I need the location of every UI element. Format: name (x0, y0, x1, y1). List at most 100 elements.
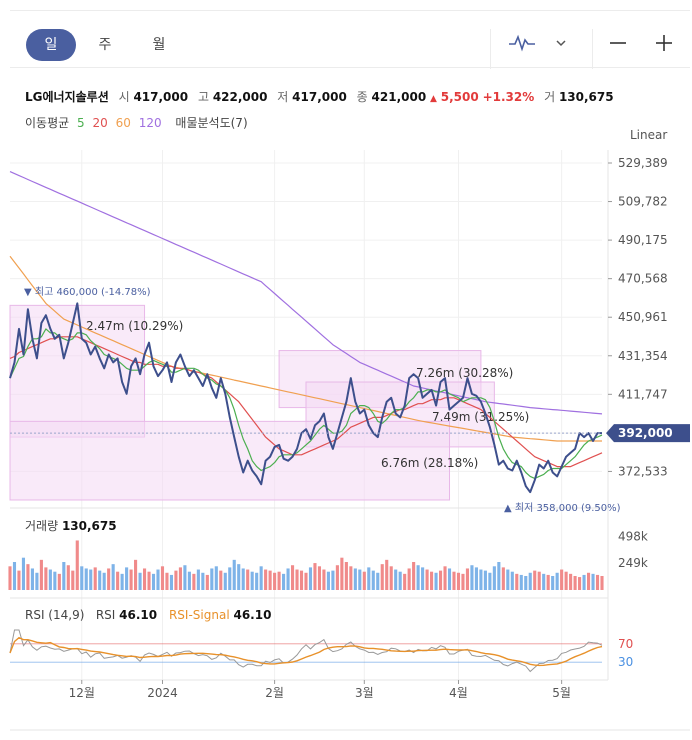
chevron-down-icon[interactable] (554, 35, 568, 54)
volume-bar (295, 569, 299, 590)
volume-bar (8, 566, 12, 590)
ma-legend: 이동평균 5 20 60 120 매물분석도(7) (25, 114, 252, 131)
last-price-tag (606, 424, 690, 443)
ma120-legend[interactable]: 120 (138, 116, 162, 130)
ma5-line (9, 328, 603, 479)
volume-bar (151, 573, 156, 590)
rsi-line (9, 629, 603, 673)
plus-icon[interactable] (654, 33, 674, 57)
volume-bar (80, 566, 84, 590)
volume-bar (286, 568, 290, 590)
volume-bar (116, 571, 120, 590)
volume-bar (277, 571, 281, 590)
volume-bar (21, 557, 26, 590)
x-tick-label: 2월 (265, 686, 284, 700)
x-tick-label: 12월 (69, 686, 95, 700)
volume-profile-box (9, 420, 451, 501)
close-value: 421,000 (371, 90, 427, 104)
volume-bar (156, 569, 160, 590)
minus-icon[interactable] (608, 33, 628, 57)
volume-bar (434, 572, 438, 590)
volume-bar (524, 576, 528, 590)
tab-month[interactable]: 월 (152, 37, 166, 53)
volume-bar (438, 570, 443, 590)
line-chart-icon[interactable] (508, 33, 536, 57)
volume-bar (259, 566, 263, 590)
volume-bar (205, 574, 209, 590)
volume-bar (250, 571, 254, 590)
volume-bar (474, 567, 478, 590)
ma20-legend[interactable]: 20 (92, 116, 108, 130)
volume-bar (62, 562, 66, 590)
y-tick-label: 411,747 (618, 387, 668, 401)
volume-bar (111, 564, 115, 590)
stock-name: LG에너지솔루션 (25, 90, 109, 104)
close-label: 종 (356, 90, 368, 104)
tab-week[interactable]: 주 (98, 37, 112, 53)
volume-bar (326, 571, 330, 590)
volume-value: 130,675 (558, 90, 614, 104)
x-tick-label: 3월 (355, 686, 374, 700)
volume-bar (84, 568, 88, 590)
volume-tick-label: 249k (618, 556, 648, 570)
volume-bar (358, 569, 362, 590)
price-axis: 529,389 509,782 490,175 470,568 450,961 431,3… (608, 156, 668, 478)
price-lines (9, 171, 603, 494)
volume-bar (17, 570, 21, 590)
max-price-label: ▼ 최고 460,000 (-14.78%) (24, 286, 151, 298)
volume-bar (192, 573, 196, 590)
volume-bar (425, 569, 429, 590)
volume-title: 거래량 130,675 (25, 519, 117, 533)
volume-bar (308, 567, 313, 590)
volume-bar (479, 569, 483, 590)
volume-bar (147, 571, 151, 590)
volume-bar (178, 567, 182, 590)
open-label: 시 (118, 90, 130, 104)
y-tick-label: 431,354 (618, 349, 668, 363)
toolbar-divider (490, 29, 491, 69)
volume-bar (317, 566, 322, 590)
volume-bar (169, 574, 174, 590)
y-tick-label: 450,961 (618, 310, 668, 324)
volume-bar (510, 571, 514, 590)
volume-bar (595, 574, 600, 590)
low-label: 저 (277, 90, 289, 104)
volume-profile-legend[interactable]: 매물분석도(7) (175, 116, 248, 130)
volume-bar (210, 568, 214, 590)
volume-bar (237, 564, 241, 590)
ma60-legend[interactable]: 60 (115, 116, 131, 130)
high-label: 고 (197, 90, 209, 104)
volume-bar (232, 559, 236, 590)
volume-bar (447, 568, 452, 590)
x-tick-label: 2024 (147, 686, 178, 700)
volume-bar (241, 568, 245, 590)
volume-bar (129, 569, 133, 590)
volume-bar (492, 566, 496, 590)
volume-bar (362, 571, 366, 590)
volume-bar (120, 573, 124, 590)
ma120-line (9, 171, 603, 415)
change-pct: +1.32% (482, 90, 535, 104)
scale-toggle[interactable]: Linear (630, 128, 668, 142)
rsi-level-label: 30 (618, 655, 633, 669)
volume-profile-box (305, 381, 495, 448)
rsi-level-label: 70 (618, 637, 633, 651)
rsi-signal-line (9, 636, 603, 667)
volume-bar (335, 565, 339, 590)
price-line (9, 302, 602, 494)
volume-bar (349, 566, 353, 590)
volume-bar (26, 564, 30, 590)
volume-bar (39, 559, 43, 590)
volume-profile-label: 7.49m (31.25%) (432, 410, 529, 424)
open-value: 417,000 (133, 90, 189, 104)
volume-bar (183, 565, 187, 590)
volume-bar (282, 573, 286, 590)
ma-label: 이동평균 (25, 116, 70, 130)
volume-bar (421, 567, 425, 590)
volume-bar (456, 572, 461, 590)
ma5-legend[interactable]: 5 (77, 116, 85, 130)
tab-day[interactable]: 일 (26, 29, 76, 61)
chart-annotations: 392,000 ▼ 최고 460,000 (-14.78%) ▲ 최저 358,00… (10, 286, 690, 514)
volume-bar (578, 577, 582, 590)
